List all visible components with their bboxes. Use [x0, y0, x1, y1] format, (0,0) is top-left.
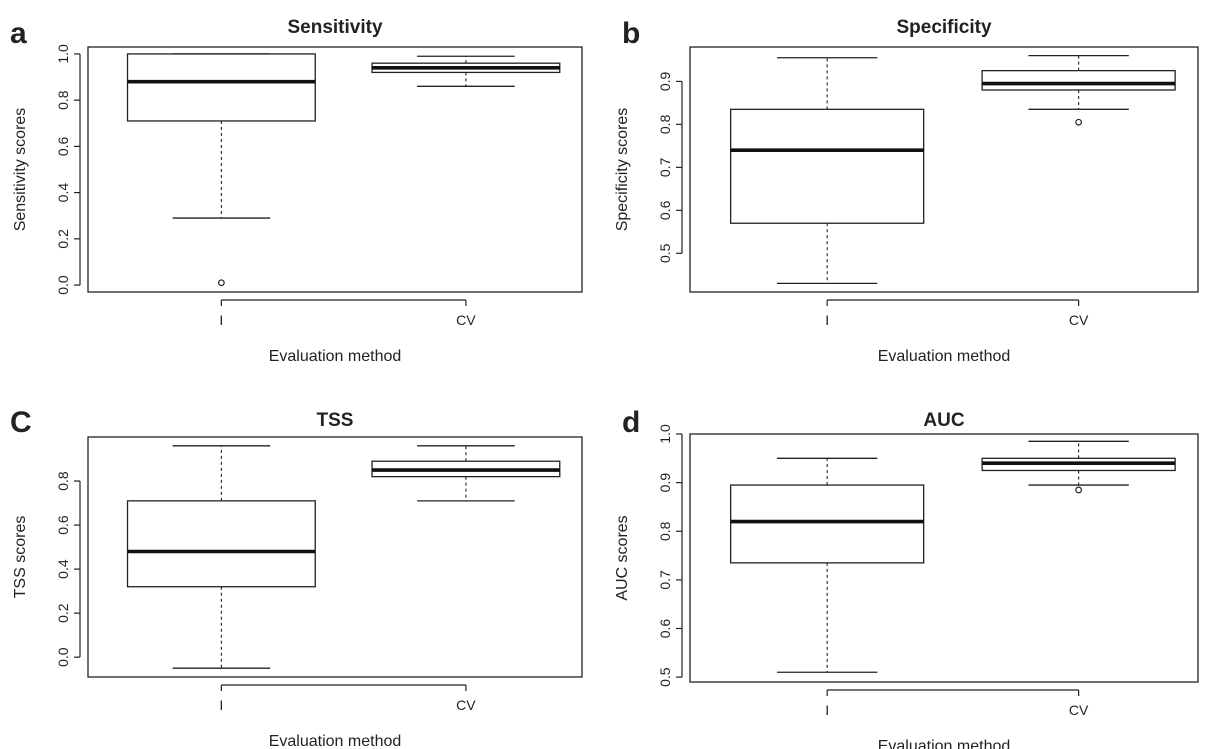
y-tick-label: 0.9	[657, 473, 673, 493]
box-cv	[981, 440, 1176, 494]
y-tick-label: 0.7	[657, 157, 673, 177]
chart-title: Sensitivity	[287, 17, 382, 38]
box-body	[729, 484, 925, 564]
y-tick-label: 0.0	[55, 647, 71, 667]
outlier-point	[217, 279, 225, 287]
x-axis-label: Evaluation method	[878, 348, 1011, 365]
x-tick-label: CV	[1069, 312, 1089, 328]
panel-letter: d	[622, 406, 640, 439]
x-axis-label: Evaluation method	[878, 738, 1011, 749]
box-cv	[371, 445, 561, 502]
panel-specificity: b Specificity 0.5 0.6 0.7 0.8 0.9 Specificity s…	[614, 17, 1199, 365]
outlier-point	[1075, 486, 1083, 494]
panel-sensitivity: a Sensitivity 0.0 0.2 0.4 0.6 0.8 1.0 Sensitivit…	[10, 17, 583, 365]
y-tick-label: 1.0	[55, 44, 71, 64]
y-tick-label: 0.6	[657, 200, 673, 220]
y-tick-label: 0.5	[657, 243, 673, 263]
y-axis-label: Specificity scores	[614, 108, 631, 232]
x-tick-label: I	[825, 702, 829, 718]
box-i	[126, 445, 316, 669]
y-tick-label: 0.6	[55, 136, 71, 156]
x-axis-label: Evaluation method	[269, 348, 402, 365]
y-tick-label: 0.7	[657, 570, 673, 590]
box-cv	[371, 55, 561, 87]
box-i	[126, 53, 316, 287]
y-axis-label: Sensitivity scores	[12, 108, 29, 232]
box-body	[126, 53, 316, 122]
x-tick-label: CV	[456, 312, 476, 328]
box-body	[729, 108, 925, 224]
chart-title: AUC	[923, 410, 964, 431]
y-tick-label: 0.4	[55, 559, 71, 579]
outlier-point	[1075, 118, 1083, 126]
panel-letter: b	[622, 17, 640, 50]
x-tick-label: CV	[1069, 702, 1089, 718]
plot-frame	[87, 436, 583, 678]
panel-letter: a	[10, 17, 27, 50]
y-tick-label: 0.6	[657, 619, 673, 639]
y-tick-label: 0.5	[657, 667, 673, 687]
y-tick-label: 0.9	[657, 71, 673, 91]
x-tick-label: I	[825, 312, 829, 328]
panel-auc: d AUC 0.5 0.6 0.7 0.8 0.9 1.0 AUC scores I CV Evalu…	[614, 406, 1199, 749]
y-tick-label: 0.8	[657, 521, 673, 541]
box-body	[981, 69, 1176, 91]
x-tick-label: I	[219, 312, 223, 328]
x-tick-label: CV	[456, 697, 476, 713]
y-tick-label: 1.0	[657, 424, 673, 444]
y-axis-label: AUC scores	[614, 515, 631, 600]
box-cv	[981, 54, 1176, 126]
box-i	[729, 57, 925, 285]
y-tick-label: 0.4	[55, 183, 71, 203]
x-tick-label: I	[219, 697, 223, 713]
y-tick-label: 0.8	[657, 114, 673, 134]
plot-frame	[689, 46, 1199, 293]
y-axis-label: TSS scores	[12, 516, 29, 599]
plot-frame	[689, 433, 1199, 683]
x-axis-label: Evaluation method	[269, 733, 402, 749]
chart-title: TSS	[317, 410, 354, 431]
y-tick-label: 0.8	[55, 471, 71, 491]
chart-title: Specificity	[896, 17, 991, 38]
y-tick-label: 0.0	[55, 275, 71, 295]
y-tick-label: 0.2	[55, 603, 71, 623]
y-tick-label: 0.6	[55, 515, 71, 535]
panel-letter: C	[10, 406, 32, 439]
box-i	[729, 457, 925, 673]
panel-tss: C TSS 0.0 0.2 0.4 0.6 0.8 TSS scores I CV Evaluati…	[10, 406, 583, 749]
plot-frame	[87, 46, 583, 293]
y-tick-label: 0.8	[55, 90, 71, 110]
y-tick-label: 0.2	[55, 229, 71, 249]
box-body	[126, 500, 316, 588]
